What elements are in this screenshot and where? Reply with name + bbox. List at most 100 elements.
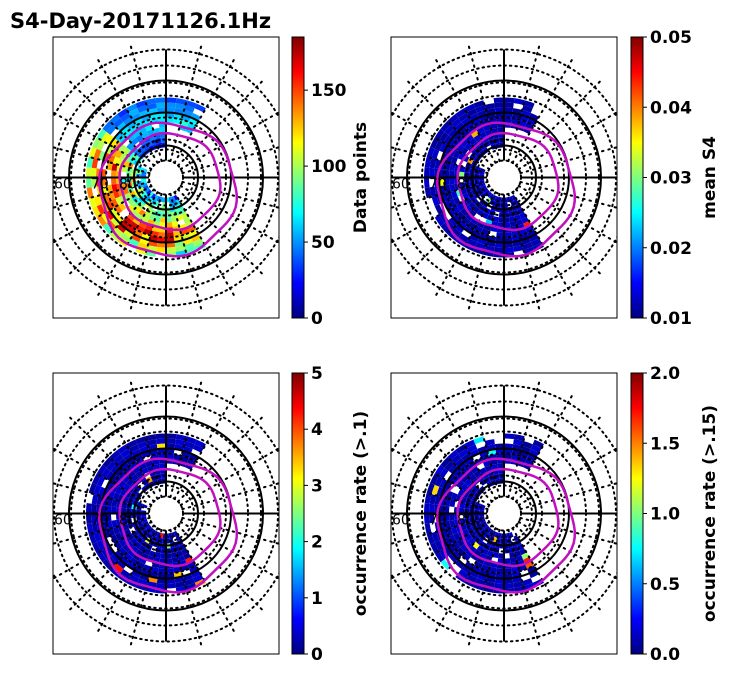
colorbar-tick-label: 4 <box>311 420 323 440</box>
heatmap-cell <box>460 483 469 491</box>
heatmap-cell <box>128 108 140 117</box>
dotted-radial-line <box>433 391 497 500</box>
heatmap-cell <box>110 553 121 563</box>
dotted-radial-line <box>517 521 617 580</box>
heatmap-cell <box>436 486 444 497</box>
plot-area: 60 70 80 <box>53 41 279 314</box>
heatmap-cell <box>444 177 450 186</box>
heatmap-cell <box>192 238 204 247</box>
heatmap-cell <box>139 109 150 118</box>
heatmap-cell <box>126 478 135 487</box>
heatmap-cell <box>448 128 459 138</box>
heatmap-cell <box>146 103 157 110</box>
colorbar-tick-label: 0.04 <box>650 98 692 118</box>
dotted-radial-line <box>404 77 493 167</box>
dotted-radial-line <box>66 188 155 278</box>
heatmap-cell <box>461 452 472 462</box>
heatmap-cell <box>443 134 453 145</box>
heatmap-cell <box>480 185 487 190</box>
heatmap-cell <box>160 553 166 559</box>
heatmap-cell <box>504 246 514 253</box>
heatmap-cell <box>123 116 134 126</box>
heatmap-cell <box>144 187 151 193</box>
dotted-radial-line <box>128 192 163 314</box>
heatmap-cell <box>449 513 455 521</box>
heatmap-cell <box>166 448 175 455</box>
heatmap-cell <box>129 461 139 470</box>
heatmap-cell <box>86 156 94 168</box>
heatmap-cell <box>173 454 182 461</box>
colorbar-tick-label: 2 <box>311 533 323 553</box>
dotted-radial-line <box>95 55 159 164</box>
colorbar <box>291 372 305 655</box>
heatmap-cell <box>444 161 451 171</box>
heatmap-cell <box>467 221 477 230</box>
heatmap-cell <box>424 167 430 178</box>
colorbar-tick-label: 1 <box>311 589 323 609</box>
heatmap-cell <box>468 137 477 146</box>
heatmap-cell <box>477 445 488 454</box>
heatmap-cell <box>115 196 123 205</box>
heatmap-cell <box>458 112 469 122</box>
heatmap-cell <box>475 105 486 113</box>
heatmap-cell <box>143 548 151 556</box>
heatmap-cell <box>429 513 435 524</box>
heatmap-cell <box>115 150 123 159</box>
heatmap-cell <box>470 465 479 474</box>
heatmap-cell <box>498 217 504 223</box>
heatmap-cell <box>513 98 525 106</box>
heatmap-cell <box>439 142 448 153</box>
heatmap-cell <box>521 216 529 224</box>
heatmap-cell <box>139 237 150 246</box>
heatmap-cell <box>131 233 142 243</box>
heatmap-cell <box>126 439 138 449</box>
heatmap-cell <box>131 112 142 122</box>
heatmap-cell <box>456 144 465 153</box>
heatmap-cell <box>479 131 487 139</box>
heatmap-cell <box>146 189 152 196</box>
heatmap-cell <box>526 117 537 126</box>
dotted-radial-line <box>519 516 617 545</box>
heatmap-cell <box>86 513 92 524</box>
heatmap-cell <box>526 565 537 574</box>
heatmap-cell <box>430 542 440 554</box>
dotted-radial-line <box>173 191 237 300</box>
heatmap-cell <box>142 185 149 190</box>
heatmap-cell <box>454 223 465 234</box>
dotted-radial-line <box>404 188 493 278</box>
heatmap-cell <box>120 448 131 458</box>
axes-frame <box>52 372 280 655</box>
heatmap-cell <box>133 565 144 574</box>
heatmap-cell <box>188 453 199 462</box>
dotted-radial-line <box>173 391 237 500</box>
heatmap-cell <box>153 530 159 537</box>
colorbar-tick-label: 2.0 <box>650 364 680 384</box>
heatmap-cell <box>182 237 193 246</box>
heatmap-cell <box>171 216 178 223</box>
dotted-radial-line <box>511 527 575 636</box>
heatmap-cell <box>183 552 191 560</box>
heatmap-cell <box>450 526 458 535</box>
heatmap-cell <box>166 568 174 574</box>
heatmap-cell <box>424 177 430 188</box>
plot-area: 60 70 80 <box>391 377 617 650</box>
heatmap-cell <box>109 450 121 461</box>
heatmap-cell <box>488 566 497 573</box>
heatmap-cell <box>530 444 542 453</box>
heatmap-cell <box>444 169 450 178</box>
heatmap-cell <box>482 187 489 193</box>
heatmap-cell <box>484 439 495 446</box>
heatmap-cell <box>115 532 123 541</box>
heatmap-cell <box>482 523 489 529</box>
heatmap-cell <box>523 100 535 109</box>
dotted-radial-line <box>66 77 155 167</box>
colorbar-tick-label: 0 <box>311 645 323 665</box>
heatmap-cell <box>426 532 435 545</box>
dotted-radial-line <box>507 528 542 650</box>
heatmap-cell <box>459 518 466 526</box>
heatmap-cell <box>166 112 175 119</box>
heatmap-cell <box>118 480 127 489</box>
heatmap-cell <box>139 445 150 454</box>
heatmap-cell <box>158 568 166 574</box>
heatmap-cell <box>156 582 166 589</box>
